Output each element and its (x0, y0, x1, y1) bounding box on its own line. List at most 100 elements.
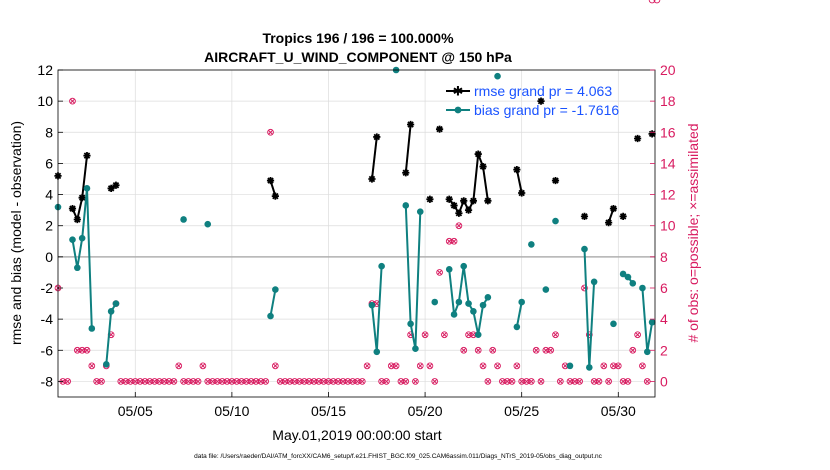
obs-count-point (595, 378, 603, 385)
bias-point (83, 185, 91, 192)
obs-possible-marker (634, 331, 641, 339)
obs-possible-marker (571, 378, 579, 385)
obs-assimilated-marker (625, 378, 631, 384)
obs-assimilated-marker (412, 378, 418, 384)
obs-possible-marker (378, 378, 385, 385)
obs-count-point (136, 378, 144, 385)
obs-possible-marker (547, 346, 555, 354)
obs-assimilated-marker (499, 378, 505, 384)
obs-count-point (170, 378, 178, 385)
obs-assimilated-marker (630, 347, 636, 353)
bias-point (373, 348, 381, 356)
obs-possible-marker (648, 0, 656, 4)
obs-assimilated-marker (306, 378, 312, 384)
obs-count-point (64, 378, 72, 385)
rmse-point (460, 197, 468, 205)
y-right-tick-label: 18 (660, 93, 676, 109)
obs-possible-marker (508, 378, 516, 385)
obs-possible-marker (653, 0, 661, 4)
obs-count-point (305, 378, 313, 385)
obs-assimilated-marker (185, 378, 191, 384)
obs-count-point (605, 378, 612, 385)
obs-count-point (339, 378, 347, 385)
obs-possible-marker (64, 378, 72, 385)
obs-assimilated-marker (485, 378, 491, 384)
y-axis-left-ticks: -8 -6 -4 -2 0 2 4 6 8 10 12 (37, 62, 63, 389)
bias-point (107, 308, 115, 315)
obs-count-point (315, 378, 323, 385)
obs-possible-marker (474, 346, 482, 354)
bias-point (272, 286, 279, 293)
obs-count-point (98, 378, 105, 385)
obs-assimilated-marker (437, 269, 443, 275)
obs-possible-marker (315, 378, 323, 385)
obs-count-point (223, 378, 231, 385)
obs-possible-marker (576, 378, 584, 385)
data-file-footer: data file: /Users/raeder/DAI/ATM_forcXX/… (194, 453, 603, 460)
obs-possible-marker (585, 331, 593, 339)
obs-assimilated-marker (205, 378, 211, 384)
obs-possible-marker (619, 378, 627, 385)
obs-possible-marker (286, 378, 294, 385)
obs-assimilated-marker (470, 332, 476, 338)
obs-assimilated-marker (557, 378, 563, 384)
obs-count-point (238, 378, 245, 385)
rmse-point (435, 125, 444, 133)
obs-assimilated-marker (451, 238, 457, 244)
obs-count-point (441, 331, 448, 339)
obs-possible-marker (329, 378, 337, 385)
obs-possible-marker (387, 362, 395, 370)
rmse-point (648, 130, 656, 138)
rmse-point (368, 175, 376, 183)
rmse-point (518, 189, 526, 197)
obs-assimilated-marker (219, 378, 225, 384)
rmse-star-marker (266, 176, 275, 185)
obs-possible-marker (131, 378, 139, 385)
obs-assimilated-marker (161, 378, 167, 384)
rmse-point (266, 176, 275, 185)
obs-possible-marker (156, 378, 163, 385)
bias-point (518, 298, 525, 306)
obs-possible-marker (503, 378, 511, 385)
obs-assimilated-marker (644, 378, 650, 384)
y-right-tick-label: 16 (660, 124, 676, 140)
obs-assimilated-marker (79, 347, 85, 353)
rmse-point (469, 197, 477, 205)
obs-possible-marker (441, 331, 448, 339)
obs-possible-marker (160, 378, 168, 385)
obs-count-point (276, 378, 284, 385)
obs-count-point (194, 378, 202, 385)
obs-count-point (344, 378, 352, 385)
obs-possible-marker (88, 362, 96, 370)
rmse-star-marker (537, 97, 545, 105)
rmse-line-segment (371, 136, 378, 180)
obs-count-point (508, 378, 516, 385)
plot-area (58, 70, 655, 397)
obs-count-point (156, 378, 163, 385)
bias-point (552, 217, 559, 225)
obs-possible-marker (465, 331, 472, 339)
obs-assimilated-marker (379, 378, 385, 384)
y-left-tick-label: 12 (37, 62, 53, 78)
obs-possible-marker (614, 362, 622, 370)
rmse-point (68, 204, 77, 213)
obs-count-point (619, 378, 627, 385)
obs-assimilated-marker (562, 363, 568, 369)
obs-assimilated-marker (321, 378, 327, 384)
y-right-tick-label: 8 (660, 249, 668, 265)
obs-count-point (576, 378, 584, 385)
obs-count-point (556, 378, 564, 385)
obs-assimilated-marker (552, 332, 559, 338)
obs-possible-marker (397, 378, 405, 385)
obs-possible-marker (542, 346, 550, 354)
bias-point (586, 364, 593, 371)
bias-point (460, 262, 468, 270)
obs-count-point (614, 362, 622, 370)
obs-possible-marker (354, 378, 361, 385)
x-tick-label: 05/15 (311, 403, 346, 419)
bias-point (484, 294, 492, 301)
y-left-tick-label: -4 (41, 311, 54, 327)
rmse-star-marker (445, 195, 453, 203)
rmse-star-marker (78, 194, 86, 202)
rmse-point (426, 195, 434, 203)
